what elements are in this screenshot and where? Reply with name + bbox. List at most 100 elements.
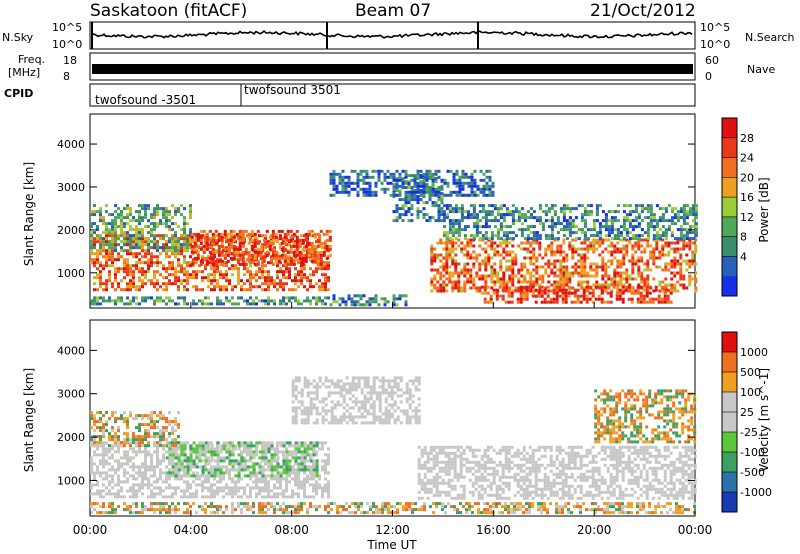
cell-2 (289, 259, 293, 263)
cell-0 (264, 270, 267, 274)
cell-0 (264, 441, 267, 445)
cell-8 (442, 225, 446, 229)
cell-1 (189, 462, 193, 466)
nsearch-tick-top: 10^5 (700, 21, 730, 34)
cell-2 (328, 244, 332, 248)
cell-1 (228, 453, 232, 457)
cell-1 (249, 444, 253, 448)
cell-8 (523, 219, 527, 223)
cell-2 (313, 259, 317, 263)
cell-0 (96, 480, 99, 484)
cell-6 (553, 280, 557, 284)
cell-9 (341, 175, 345, 179)
cell-7 (579, 294, 583, 298)
cell-0 (135, 444, 138, 448)
cell-0 (297, 495, 300, 499)
cell-6 (661, 247, 665, 251)
cell-6 (487, 259, 491, 263)
cell-1 (258, 441, 262, 445)
cell-0 (207, 477, 210, 481)
cell-5 (437, 186, 441, 190)
cell-0 (96, 249, 99, 253)
cell-4 (362, 294, 366, 298)
cell-8 (625, 219, 629, 223)
cell-3 (96, 299, 99, 303)
cell-1 (306, 465, 310, 469)
cell-0 (285, 477, 288, 481)
cell-1 (222, 471, 226, 475)
cell-6 (436, 253, 440, 257)
cell-6 (550, 247, 554, 251)
cell-0 (294, 258, 297, 262)
cell-1 (186, 243, 189, 247)
cell-0 (270, 255, 273, 259)
cell-6 (670, 283, 674, 287)
cell-0 (324, 276, 327, 280)
cell-2 (316, 250, 320, 254)
cell-1 (162, 207, 165, 211)
cell-0 (177, 465, 180, 469)
cell-8 (604, 219, 608, 223)
cell-1 (180, 474, 184, 478)
cell-6 (532, 247, 536, 251)
cell-1 (243, 462, 247, 466)
cell-1 (243, 468, 247, 472)
cell-1 (312, 441, 316, 445)
cell-1 (237, 465, 241, 469)
cell-2 (268, 247, 272, 251)
cell-0 (303, 453, 306, 457)
cell-1 (132, 219, 135, 223)
cell-1 (147, 225, 150, 229)
cell-2 (220, 241, 224, 245)
cell-6 (631, 268, 635, 272)
cell-8 (595, 204, 599, 208)
cell-3 (198, 299, 201, 303)
cell-1 (204, 462, 208, 466)
cell-8 (511, 210, 515, 214)
cell-6 (448, 277, 452, 281)
cell-0 (102, 243, 105, 247)
cell-0 (228, 252, 231, 256)
cell-0 (171, 450, 174, 454)
cell-2 (90, 444, 93, 448)
cell-3 (285, 296, 288, 300)
cell-8 (661, 216, 665, 220)
cell-1 (186, 456, 190, 460)
cell-0 (210, 489, 213, 493)
cell-2 (259, 253, 263, 257)
cell-0 (114, 273, 117, 277)
cell-0 (150, 252, 153, 256)
cell-0 (327, 471, 330, 475)
cell-1 (156, 204, 159, 208)
cell-0 (282, 477, 285, 481)
cell-1 (105, 243, 108, 247)
cell-0 (312, 462, 315, 466)
cell-2 (223, 247, 227, 251)
cell-1 (165, 246, 168, 250)
cell-1 (99, 237, 102, 241)
cell-3 (132, 299, 135, 303)
cell-8 (526, 225, 530, 229)
cell-1 (177, 456, 181, 460)
cell-0 (111, 258, 114, 262)
cell-8 (484, 219, 488, 223)
cell-6 (619, 262, 623, 266)
cell-6 (571, 238, 575, 242)
cell-0 (150, 474, 153, 478)
cell-3 (159, 296, 162, 300)
cell-6 (484, 250, 488, 254)
cell-2 (298, 238, 302, 242)
cell-0 (186, 288, 189, 292)
cell-5 (440, 213, 444, 217)
cell-3 (93, 296, 96, 300)
cell-0 (93, 492, 96, 496)
cell-0 (267, 486, 270, 490)
cell-0 (108, 480, 111, 484)
cell-3 (207, 302, 210, 306)
cell-8 (628, 213, 632, 217)
cell-0 (294, 282, 297, 286)
cell-0 (204, 276, 207, 280)
cell-0 (162, 495, 165, 499)
cell-6 (529, 262, 533, 266)
cell-6 (676, 241, 680, 245)
